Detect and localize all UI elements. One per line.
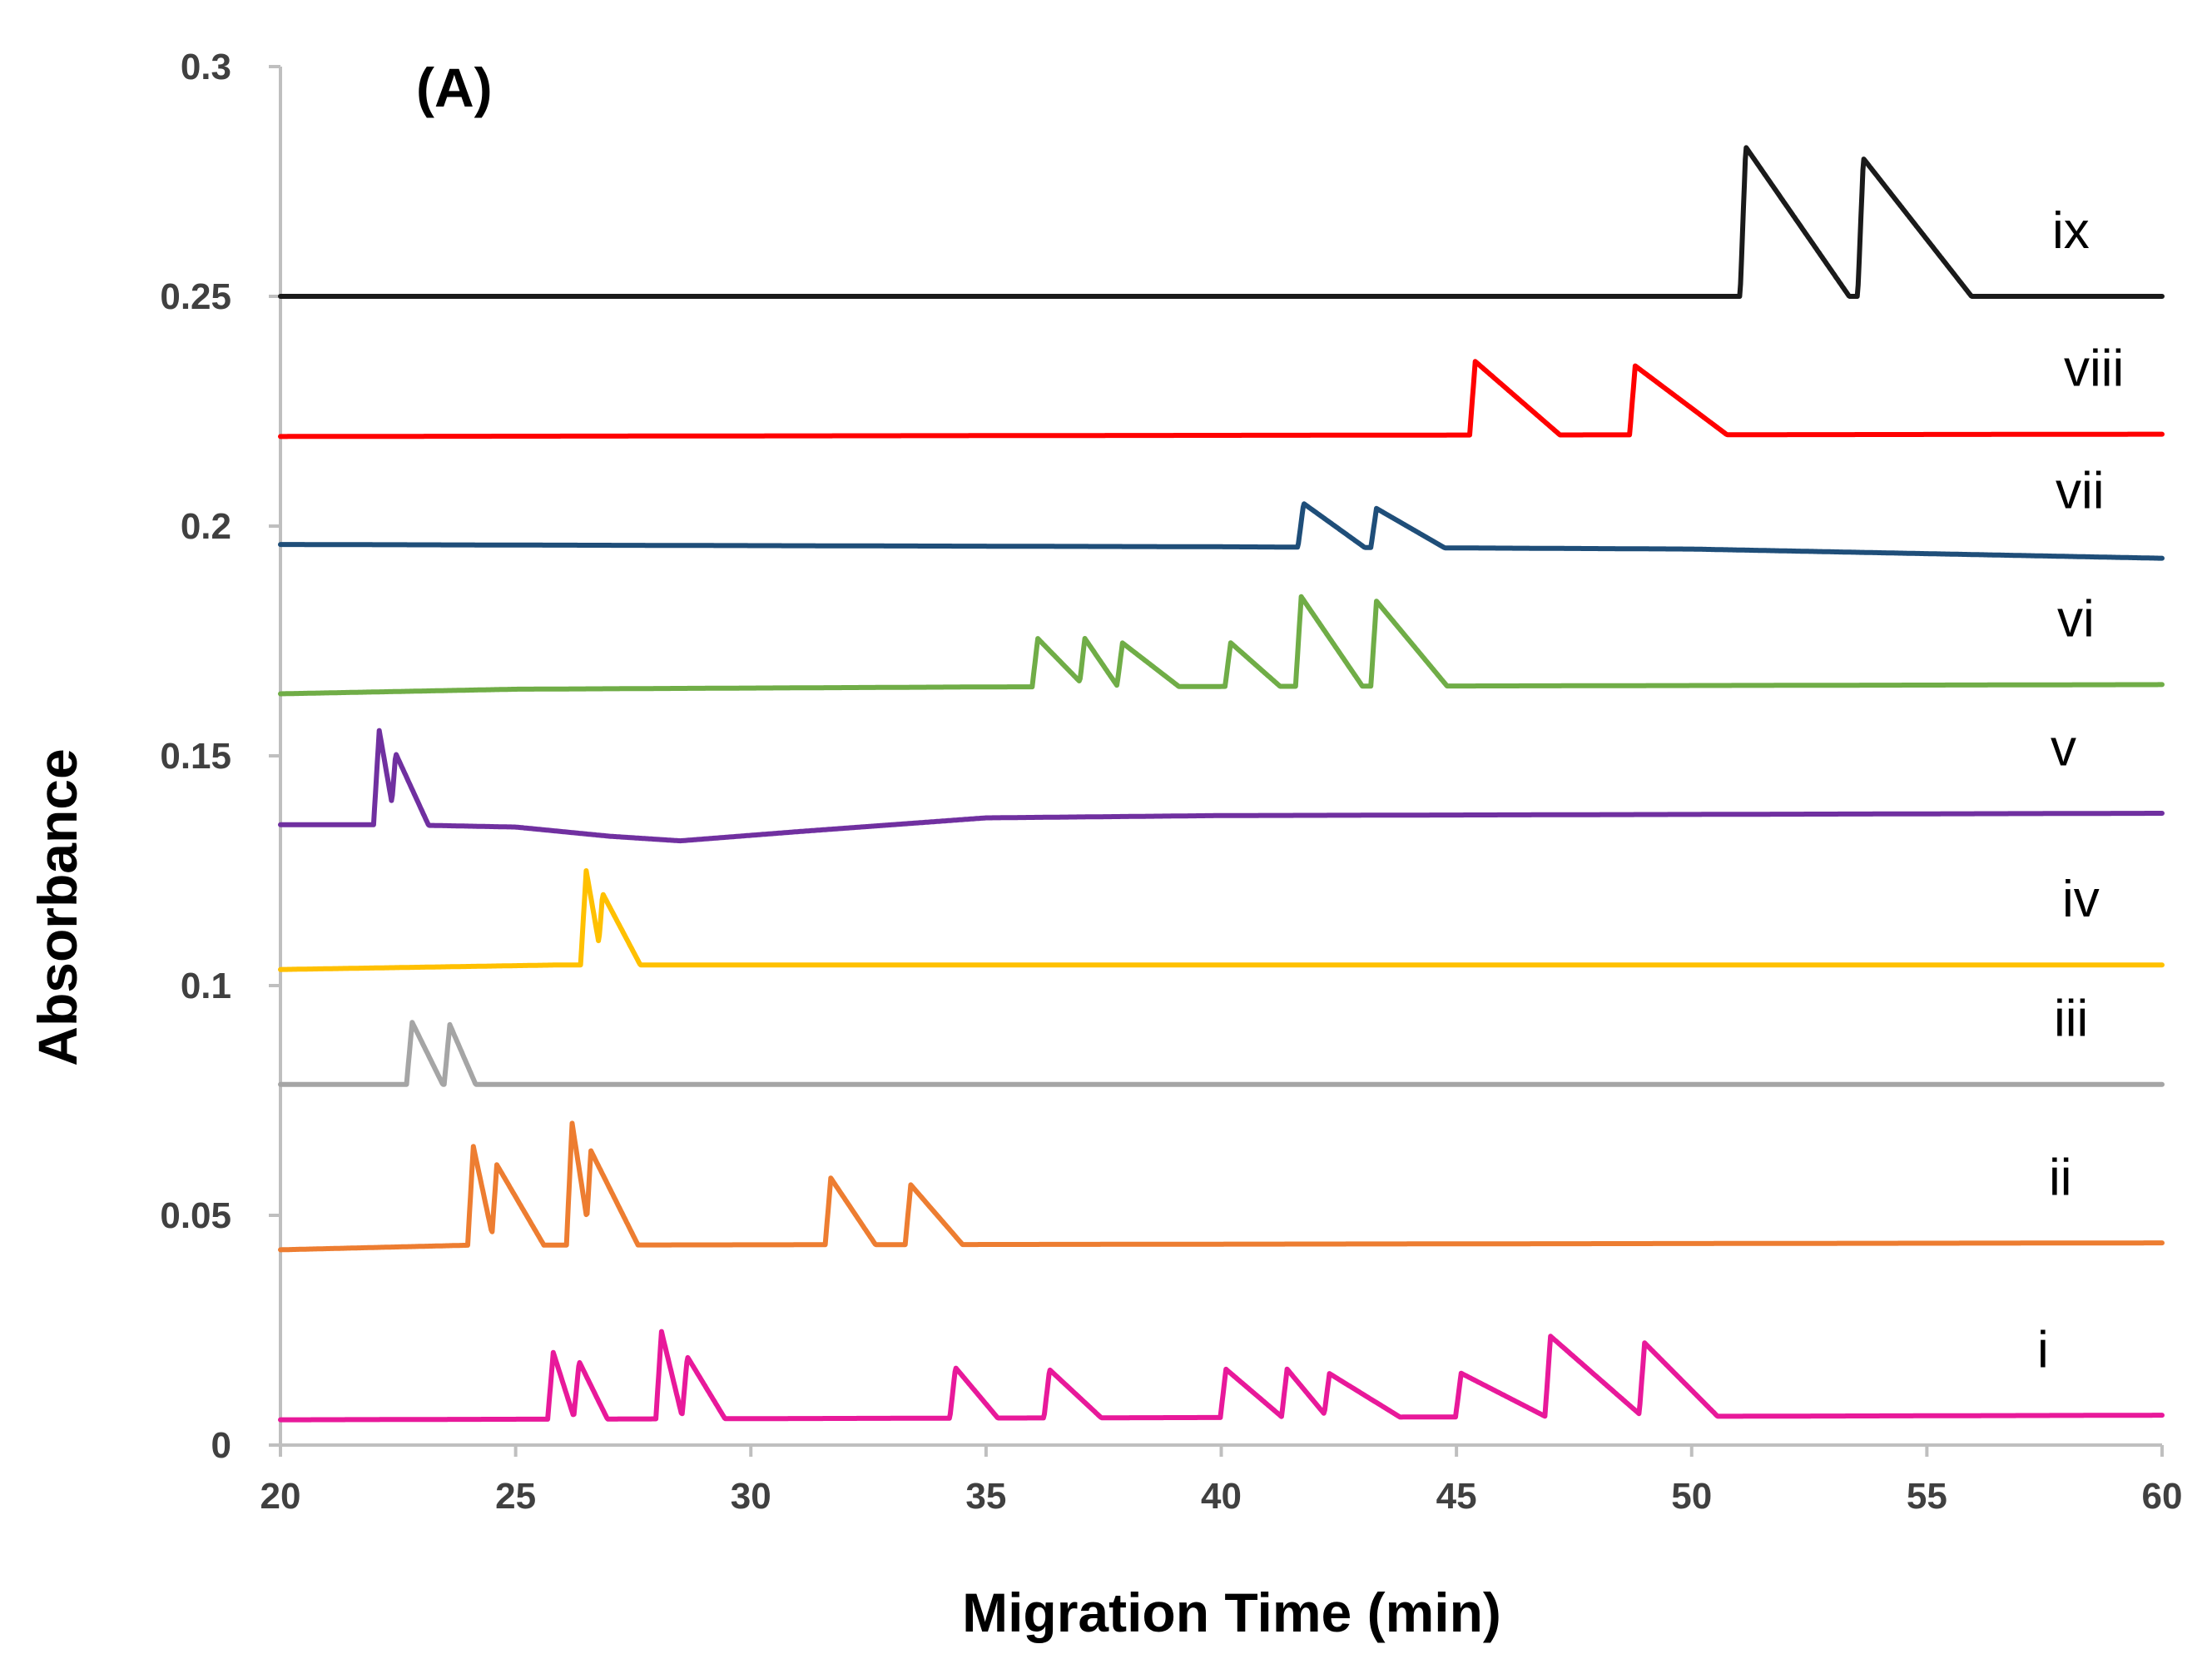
panel-label: (A) [416,57,493,118]
series-trace-iv [278,868,2165,972]
axes: 20 25 30 35 40 45 50 55 60 0 0.05 0.1 0.15 0.2 0.25 0.… [160,47,2182,1517]
series-label-iii: iii [2054,991,2088,1048]
series-label-vii: vii [2056,462,2105,519]
series-label-ix: ix [2052,202,2090,260]
series-label-ii: ii [2049,1149,2072,1206]
x-ticks: 20 25 30 35 40 45 50 55 60 [260,1445,2183,1517]
x-tick-label: 60 [2142,1476,2183,1517]
series-label-i: i [2037,1321,2049,1378]
series-trace-ii [278,1120,2165,1253]
series-label-v: v [2051,719,2076,777]
x-tick-label: 30 [731,1476,771,1517]
series-label-vi: vi [2057,591,2095,648]
y-tick-label: 0 [211,1425,231,1466]
x-tick-label: 35 [965,1476,1006,1517]
series-trace-ix [278,145,2165,299]
y-tick-label: 0.05 [160,1195,231,1236]
y-axis-title: Absorbance [27,748,88,1065]
series-trace-vi [278,594,2165,697]
y-ticks: 0 0.05 0.1 0.15 0.2 0.25 0.3 [160,47,280,1466]
x-tick-label: 40 [1201,1476,1242,1517]
series-trace-vii [278,501,2165,561]
x-tick-label: 55 [1907,1476,1947,1517]
y-tick-label: 0.2 [181,506,231,547]
y-tick-label: 0.3 [181,47,231,87]
x-axis-title: Migration Time (min) [962,1582,1501,1643]
y-tick-label: 0.1 [181,966,231,1006]
series-trace-iii [278,1020,2165,1087]
y-tick-label: 0.15 [160,736,231,777]
x-tick-label: 20 [260,1476,301,1517]
traces [278,145,2165,1423]
x-tick-label: 25 [495,1476,536,1517]
series-trace-viii [278,359,2165,440]
series-label-iv: iv [2062,871,2100,928]
y-tick-label: 0.25 [160,276,231,317]
series-trace-i [278,1329,2165,1423]
x-tick-label: 45 [1436,1476,1477,1517]
series-trace-v [278,728,2165,844]
series-label-viii: viii [2064,340,2124,398]
x-tick-label: 50 [1671,1476,1712,1517]
